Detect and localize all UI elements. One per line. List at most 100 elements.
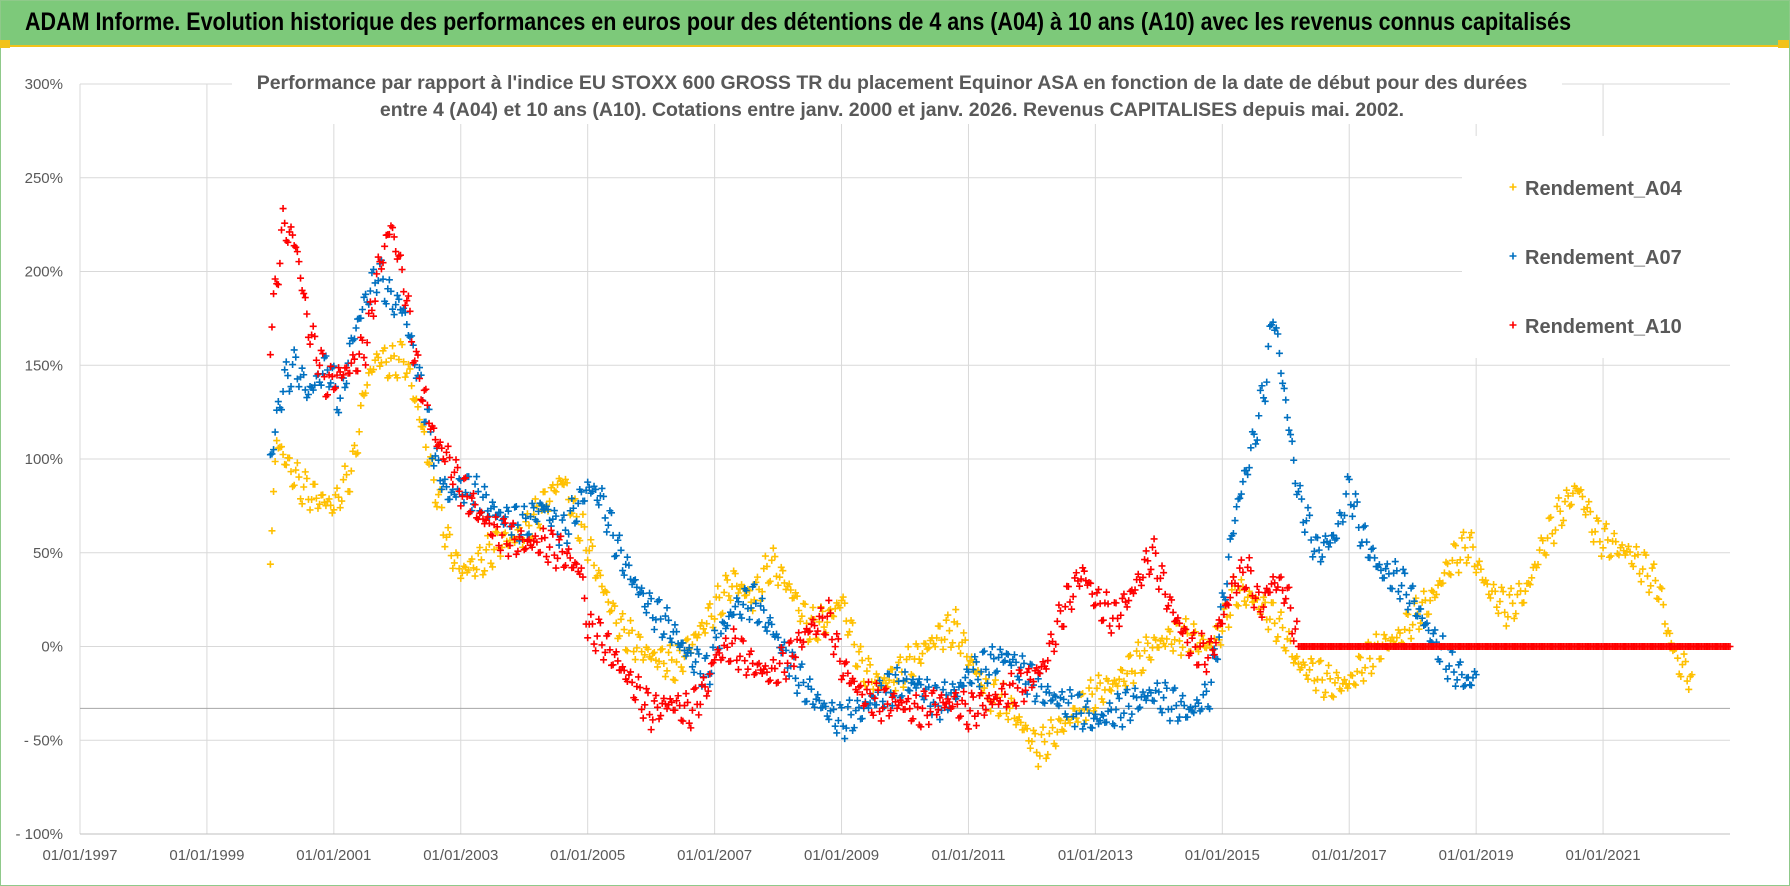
data-point xyxy=(1095,585,1103,593)
data-point xyxy=(838,675,846,683)
data-point xyxy=(828,699,836,707)
data-point xyxy=(982,706,990,714)
data-point xyxy=(546,516,554,524)
data-point xyxy=(487,559,495,567)
data-point xyxy=(1099,616,1107,624)
data-point xyxy=(1071,705,1079,713)
data-point xyxy=(631,696,639,704)
data-point xyxy=(1402,591,1410,599)
data-point xyxy=(1195,648,1203,656)
data-point xyxy=(1015,676,1023,684)
data-point xyxy=(598,484,606,492)
data-point xyxy=(1012,721,1020,729)
data-point xyxy=(857,682,865,690)
data-point xyxy=(362,290,370,298)
data-point xyxy=(1172,702,1180,710)
data-point xyxy=(836,657,844,665)
data-point xyxy=(890,690,898,698)
data-point xyxy=(582,486,590,494)
data-point xyxy=(1674,654,1682,662)
data-point xyxy=(668,656,676,664)
data-point xyxy=(665,616,673,624)
data-point xyxy=(844,703,852,711)
data-point xyxy=(815,612,823,620)
data-point xyxy=(865,655,873,663)
data-point xyxy=(914,703,922,711)
data-point xyxy=(593,496,601,504)
data-point xyxy=(1131,586,1139,594)
data-point xyxy=(1107,687,1115,695)
data-point xyxy=(382,358,390,366)
data-point xyxy=(1285,426,1293,434)
data-point xyxy=(588,620,596,628)
data-point xyxy=(406,365,414,373)
data-point xyxy=(1485,590,1493,598)
data-point xyxy=(1147,689,1155,697)
data-point xyxy=(976,683,984,691)
data-point xyxy=(422,443,430,451)
data-point xyxy=(454,551,462,559)
data-point xyxy=(620,626,628,634)
data-point xyxy=(1277,608,1285,616)
data-point xyxy=(1076,690,1084,698)
data-point xyxy=(1201,661,1209,669)
x-tick-label: 01/01/2005 xyxy=(550,847,625,864)
data-point xyxy=(771,665,779,673)
data-point xyxy=(1466,534,1474,542)
data-point xyxy=(736,610,744,618)
data-point xyxy=(847,711,855,719)
data-point xyxy=(396,251,404,259)
data-point xyxy=(1253,436,1261,444)
data-point xyxy=(1115,675,1123,683)
data-point xyxy=(888,693,896,701)
data-point xyxy=(1120,677,1128,685)
data-point xyxy=(631,576,639,584)
data-point xyxy=(1034,675,1042,683)
data-point xyxy=(1228,586,1236,594)
data-point xyxy=(1104,707,1112,715)
data-point xyxy=(436,438,444,446)
data-point xyxy=(717,611,725,619)
data-point xyxy=(1726,643,1734,650)
data-point xyxy=(877,682,885,690)
data-point xyxy=(879,697,887,705)
data-point xyxy=(1158,562,1166,570)
data-point xyxy=(312,356,320,364)
data-point xyxy=(1677,673,1685,681)
data-point xyxy=(1153,679,1161,687)
data-point xyxy=(1401,626,1409,634)
data-point xyxy=(880,674,888,682)
data-point xyxy=(706,680,714,688)
data-point xyxy=(1033,692,1041,700)
data-point xyxy=(1263,378,1271,386)
data-point xyxy=(1296,482,1304,490)
data-point xyxy=(890,678,898,686)
data-point xyxy=(282,461,290,469)
data-point xyxy=(1315,546,1323,554)
data-point xyxy=(1410,597,1418,605)
x-tick-label: 01/01/2021 xyxy=(1566,847,1641,864)
data-point xyxy=(293,459,301,467)
data-point xyxy=(441,543,449,551)
data-point xyxy=(403,320,411,328)
data-point xyxy=(266,351,274,359)
data-point xyxy=(863,686,871,694)
data-point xyxy=(469,564,477,572)
data-point xyxy=(1195,661,1203,669)
data-point xyxy=(941,704,949,712)
data-point xyxy=(403,369,411,377)
data-point xyxy=(960,629,968,637)
data-point xyxy=(903,675,911,683)
data-point xyxy=(792,674,800,682)
data-point xyxy=(408,338,416,346)
data-point xyxy=(1425,626,1433,634)
data-point xyxy=(536,548,544,556)
data-point xyxy=(1123,686,1131,694)
data-point xyxy=(358,336,366,344)
data-point xyxy=(1455,569,1463,577)
data-point xyxy=(466,508,474,516)
data-point xyxy=(1274,583,1282,591)
data-point xyxy=(1266,588,1274,596)
data-point xyxy=(1442,558,1450,566)
data-point xyxy=(295,473,303,481)
